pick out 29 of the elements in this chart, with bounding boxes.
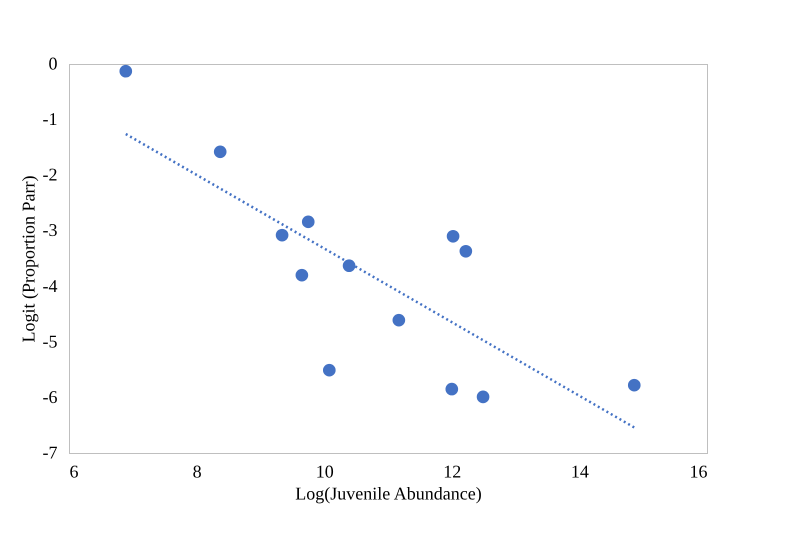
x-tick-label: 8 (192, 462, 202, 482)
point (276, 228, 288, 242)
y-tick-label: -2 (42, 164, 58, 185)
x-axis-title: Log(Juvenile Abundance) (295, 484, 482, 504)
point (628, 378, 641, 392)
x-tick-label: 14 (570, 462, 589, 482)
point (445, 382, 458, 396)
point (302, 216, 315, 228)
point (446, 230, 460, 243)
point (392, 314, 406, 326)
point (342, 259, 356, 272)
y-axis-title: Logit (Proportion Parr) (18, 176, 39, 342)
x-tick-label: 16 (690, 462, 708, 482)
x-tick-label: 10 (316, 462, 334, 482)
y-tick-label: 0 (48, 54, 58, 74)
point (476, 390, 490, 404)
y-tick-label: -4 (42, 276, 58, 296)
point (322, 364, 336, 377)
point (214, 145, 227, 158)
y-tick-label: -3 (42, 220, 58, 240)
point (296, 268, 308, 282)
y-tick-label: -1 (42, 109, 58, 130)
y-tick-label: -6 (42, 386, 58, 407)
point (460, 244, 472, 258)
y-tick-label: -5 (42, 331, 58, 352)
y-tick-label: -7 (42, 442, 58, 462)
point (119, 64, 132, 78)
x-tick-label: 12 (443, 462, 462, 482)
x-tick-label: 6 (70, 462, 78, 482)
